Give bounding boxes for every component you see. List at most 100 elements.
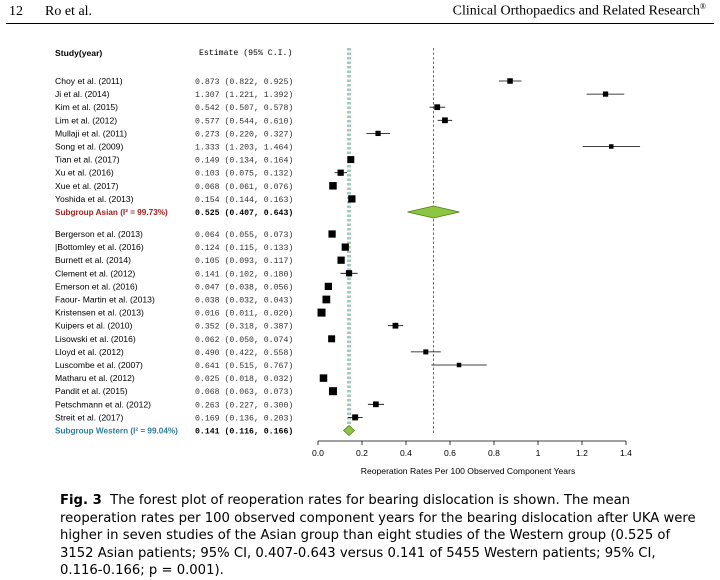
study-label: Burnett et al. (2014) — [55, 255, 131, 265]
page-header: 12 Ro et al. Clinical Orthopaedics and R… — [0, 0, 720, 24]
point-estimate — [602, 91, 609, 97]
estimate-text: 0.105 (0.093, 0.117) — [195, 256, 293, 266]
estimate-text: 0.169 (0.136, 0.203) — [195, 413, 293, 423]
point-estimate — [423, 349, 429, 355]
x-tick-label: 0.4 — [400, 448, 412, 458]
point-estimate — [328, 387, 337, 396]
reference-lines — [347, 48, 434, 434]
subgroup-diamond — [407, 205, 460, 219]
study-rows: Choy et al. (2011) 0.873 (0.822, 0.925) Ji… — [55, 76, 641, 437]
estimate-text: 0.490 (0.422, 0.558) — [195, 348, 293, 358]
study-label: Kristensen et al. (2013) — [55, 308, 144, 318]
x-tick-label: 1.4 — [620, 448, 632, 458]
study-label: Song et al. (2009) — [55, 142, 123, 152]
point-estimate — [324, 282, 332, 291]
estimate-text: 0.025 (0.018, 0.032) — [195, 374, 293, 384]
estimate-text: 0.542 (0.507, 0.578) — [195, 103, 293, 113]
point-estimate — [328, 335, 336, 343]
estimate-text: 0.038 (0.032, 0.043) — [195, 296, 293, 306]
subgroup-label: Subgroup Western (I² = 99.04%) — [55, 427, 178, 436]
estimate-text: 0.064 (0.055, 0.073) — [195, 230, 293, 240]
estimate-text: 0.141 (0.102, 0.180) — [195, 269, 293, 279]
point-estimate — [392, 322, 399, 329]
point-estimate — [317, 308, 326, 317]
estimate-text: 0.641 (0.515, 0.767) — [195, 361, 293, 371]
study-label: |Bottomley et al. (2016) — [55, 242, 144, 252]
x-tick-label: 1.2 — [576, 448, 588, 458]
estimate-text: 0.124 (0.115, 0.133) — [195, 243, 293, 253]
estimate-text: 0.352 (0.318, 0.387) — [195, 322, 293, 332]
x-axis-label: Reoperation Rates Per 100 Observed Compo… — [361, 466, 576, 476]
header-rule — [6, 23, 714, 24]
point-estimate — [348, 195, 356, 203]
study-label: Tian et al. (2017) — [55, 155, 120, 165]
x-axis: 0.0 0.2 0.4 0.6 0.8 1 1.2 1.4 — [312, 440, 632, 458]
subgroup-diamond — [342, 425, 356, 436]
point-estimate — [442, 117, 448, 124]
point-estimate — [319, 374, 328, 382]
study-label: Clement et al. (2012) — [55, 268, 135, 278]
study-label: Bergerson et al. (2013) — [55, 229, 143, 239]
study-label: Choy et al. (2011) — [55, 76, 123, 86]
estimate-text: 0.154 (0.144, 0.163) — [195, 195, 293, 205]
estimate-text: 0.149 (0.134, 0.164) — [195, 156, 293, 166]
subgroup-label: Subgroup Asian (I² = 99.73%) — [55, 208, 168, 217]
point-estimate — [341, 243, 349, 251]
subgroup-estimate-text: 0.141 (0.116, 0.166) — [195, 427, 293, 437]
study-label: Xu et al. (2016) — [55, 168, 114, 178]
journal-name: Clinical Orthopaedics and Related Resear… — [452, 3, 700, 19]
study-label: Matharu et al. (2012) — [55, 373, 135, 383]
study-label: Faour- Martin et al. (2013) — [55, 295, 155, 305]
x-tick-label: 1 — [536, 448, 541, 458]
study-label: Lim et al. (2012) — [55, 115, 117, 125]
study-label: Mullaji et al. (2011) — [55, 128, 127, 138]
column-header-estimate: Estimate (95% C.I.) — [199, 48, 292, 58]
running-author: Ro et al. — [45, 4, 93, 19]
x-tick-label: 0.0 — [312, 448, 324, 458]
point-estimate — [345, 270, 353, 277]
study-label: Emerson et al. (2016) — [55, 281, 138, 291]
point-estimate — [329, 182, 337, 190]
point-estimate — [337, 256, 345, 264]
point-estimate — [456, 362, 462, 368]
journal-title: Clinical Orthopaedics and Related Resear… — [453, 2, 706, 20]
study-label: Streit et al. (2017) — [55, 412, 123, 422]
x-tick-label: 0.6 — [444, 448, 456, 458]
estimate-text: 0.047 (0.038, 0.056) — [195, 282, 293, 292]
point-estimate — [352, 414, 359, 421]
study-label: Petschmann et al. (2012) — [55, 399, 151, 409]
estimate-text: 0.068 (0.061, 0.076) — [195, 182, 293, 192]
registered-mark: ® — [699, 2, 706, 11]
estimate-text: 0.068 (0.063, 0.073) — [195, 387, 293, 397]
estimate-text: 0.103 (0.075, 0.132) — [195, 169, 293, 179]
study-label: Lloyd et al. (2012) — [55, 347, 124, 357]
point-estimate — [322, 295, 331, 304]
point-estimate — [372, 401, 379, 408]
forest-plot: Study(year) Estimate (95% C.I.) Choy et … — [55, 48, 641, 476]
point-estimate — [337, 169, 344, 176]
point-estimate — [328, 230, 336, 238]
x-tick-label: 0.8 — [488, 448, 500, 458]
estimate-text: 0.016 (0.011, 0.020) — [195, 309, 293, 319]
estimate-text: 0.062 (0.050, 0.074) — [195, 335, 293, 345]
estimate-text: 0.273 (0.220, 0.327) — [195, 129, 293, 139]
study-label: Kuipers et al. (2010) — [55, 321, 133, 331]
estimate-text: 0.577 (0.544, 0.610) — [195, 116, 293, 126]
point-estimate — [609, 144, 614, 149]
estimate-text: 1.333 (1.203, 1.464) — [195, 143, 293, 153]
point-estimate — [375, 130, 381, 137]
point-estimate — [434, 104, 441, 111]
study-label: Kim et al. (2015) — [55, 102, 118, 112]
study-label: Lisowski et al. (2016) — [55, 334, 136, 344]
estimate-text: 1.307 (1.221, 1.392) — [195, 90, 293, 100]
page-number: 12 — [9, 4, 23, 19]
caption-text: The forest plot of reoperation rates for… — [60, 493, 696, 578]
study-label: Ji et al. (2014) — [55, 89, 110, 99]
estimate-text: 0.263 (0.227, 0.300) — [195, 400, 293, 410]
subgroup-estimate-text: 0.525 (0.407, 0.643) — [195, 208, 293, 218]
caption-label: Fig. 3 — [60, 493, 102, 508]
study-label: Luscombe et al. (2007) — [55, 360, 143, 370]
estimate-text: 0.873 (0.822, 0.925) — [195, 77, 293, 87]
study-label: Xue et al. (2017) — [55, 181, 119, 191]
figure-caption: Fig. 3 The forest plot of reoperation ra… — [60, 492, 700, 580]
